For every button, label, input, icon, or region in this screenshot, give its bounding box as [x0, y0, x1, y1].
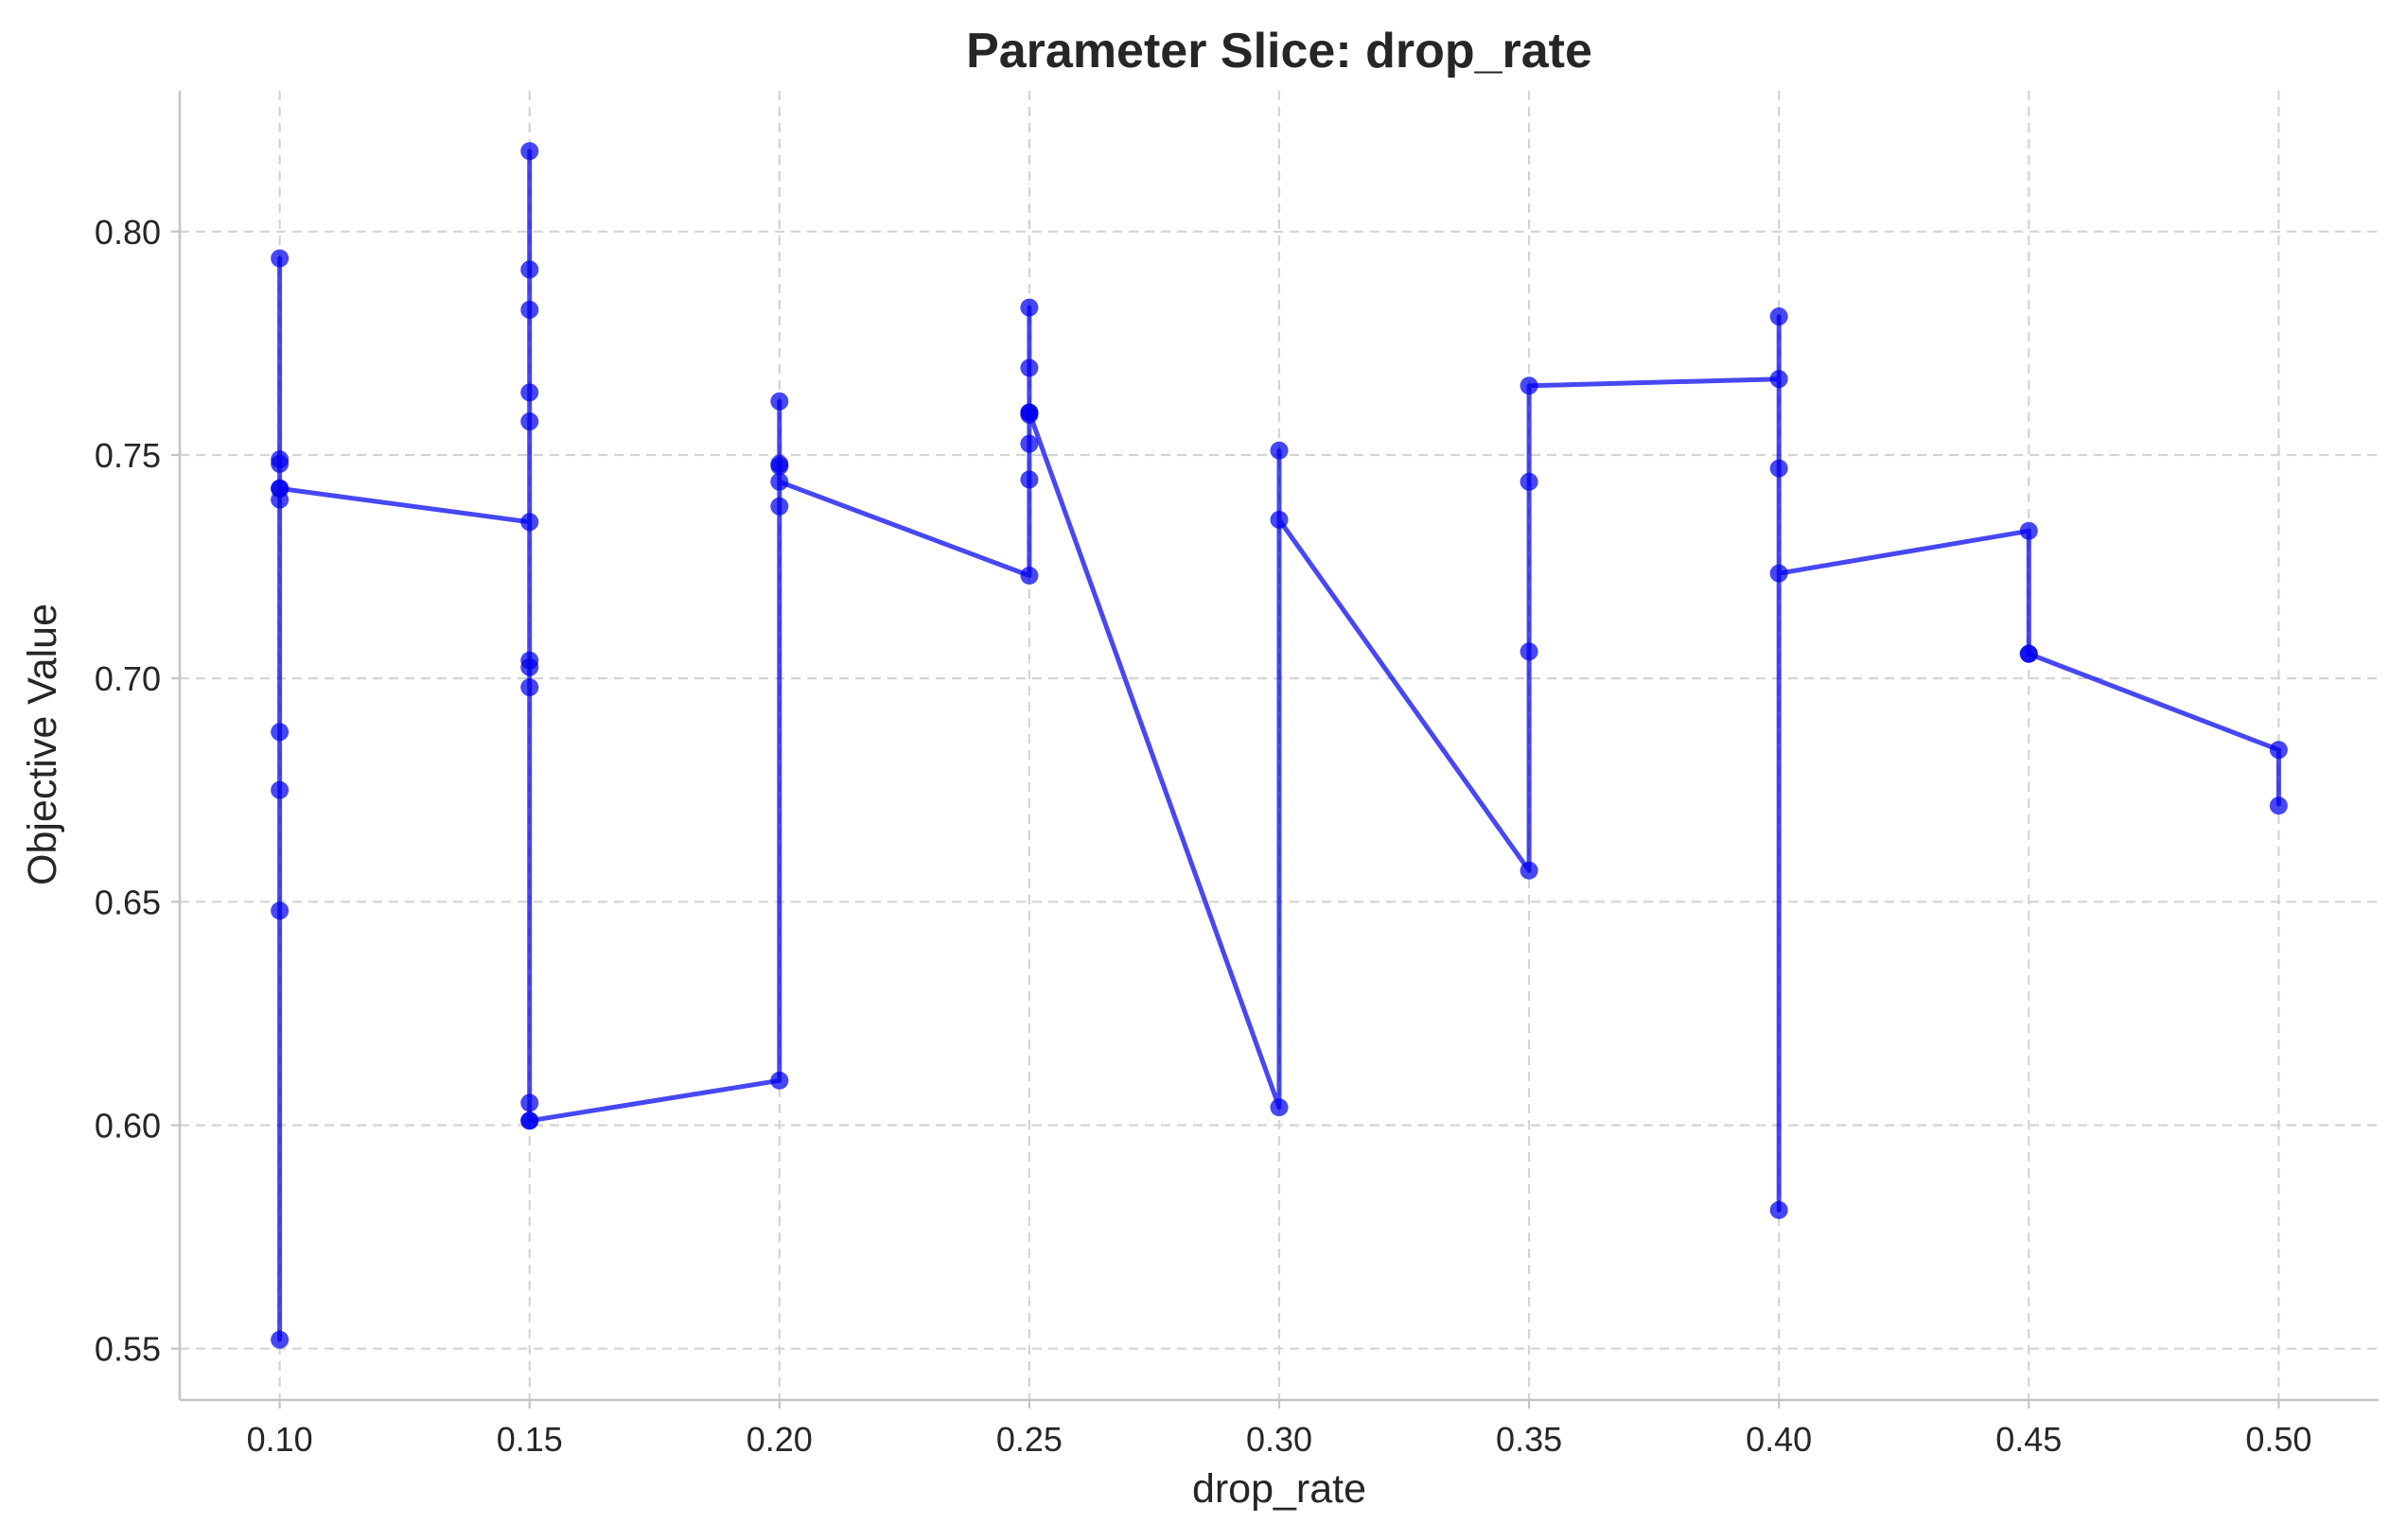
data-point — [770, 1071, 789, 1090]
y-tick-label: 0.75 — [95, 436, 161, 475]
x-tick-label: 0.45 — [1995, 1420, 2062, 1459]
data-point — [1769, 370, 1788, 389]
chart-title: Parameter Slice: drop_rate — [966, 24, 1592, 79]
data-point — [1270, 510, 1289, 529]
data-point — [520, 412, 539, 431]
data-point — [520, 1111, 539, 1130]
x-axis-label: drop_rate — [1192, 1466, 1366, 1512]
data-point — [1020, 403, 1039, 422]
data-point — [1020, 434, 1039, 453]
series-objective — [271, 142, 2288, 1349]
data-point — [1270, 1098, 1289, 1117]
data-point — [1520, 642, 1538, 661]
data-point — [271, 450, 290, 469]
data-point — [1769, 307, 1788, 326]
data-point — [1520, 376, 1538, 395]
data-point — [520, 383, 539, 402]
x-tick-label: 0.15 — [497, 1420, 563, 1459]
data-point — [2019, 644, 2038, 663]
data-point — [271, 249, 290, 268]
data-point — [2269, 796, 2288, 815]
data-point — [1520, 472, 1538, 491]
data-point — [1020, 298, 1039, 317]
data-point — [271, 479, 290, 498]
x-tick-label: 0.20 — [747, 1420, 813, 1459]
y-tick-label: 0.70 — [95, 659, 161, 698]
x-tick-label: 0.25 — [996, 1420, 1063, 1459]
x-tick-label: 0.30 — [1246, 1420, 1312, 1459]
data-point — [1769, 459, 1788, 478]
data-point — [2019, 521, 2038, 540]
data-point — [520, 260, 539, 279]
data-point — [520, 300, 539, 319]
data-point — [1020, 359, 1039, 377]
data-point — [1769, 1200, 1788, 1219]
y-axis-ticks: 0.55 0.60 0.65 0.70 0.75 0.80 — [95, 213, 180, 1369]
data-point — [271, 901, 290, 920]
data-point — [520, 1094, 539, 1112]
data-point — [520, 657, 539, 676]
x-tick-label: 0.40 — [1746, 1420, 1812, 1459]
x-axis-ticks: 0.10 0.15 0.20 0.25 0.30 0.35 0.40 0.45 0.50 — [247, 1400, 2311, 1459]
y-tick-label: 0.55 — [95, 1330, 161, 1369]
data-point — [770, 497, 789, 516]
data-point — [2269, 741, 2288, 760]
data-point — [770, 472, 789, 491]
data-point — [1769, 564, 1788, 583]
data-point — [1520, 861, 1538, 880]
data-point — [1020, 567, 1039, 586]
data-point — [770, 454, 789, 473]
x-tick-label: 0.35 — [1496, 1420, 1562, 1459]
data-point — [271, 723, 290, 742]
y-axis-label: Objective Value — [20, 604, 65, 885]
data-point — [271, 780, 290, 799]
data-point — [520, 678, 539, 697]
data-point — [1020, 470, 1039, 489]
x-tick-label: 0.50 — [2245, 1420, 2311, 1459]
data-point — [1270, 441, 1289, 460]
y-tick-label: 0.80 — [95, 213, 161, 252]
data-point — [770, 392, 789, 411]
y-tick-label: 0.65 — [95, 883, 161, 921]
data-point — [271, 1330, 290, 1349]
data-point — [520, 513, 539, 532]
y-tick-label: 0.60 — [95, 1107, 161, 1146]
x-tick-label: 0.10 — [247, 1420, 313, 1459]
data-point — [520, 142, 539, 161]
